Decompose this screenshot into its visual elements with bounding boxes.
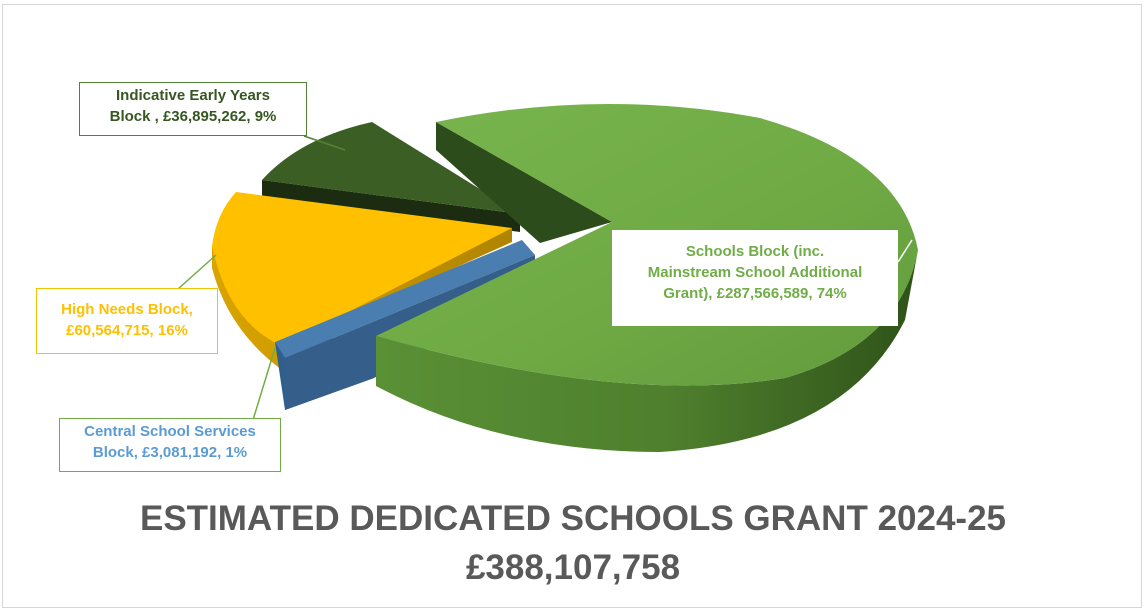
slice-schools-side <box>376 250 918 452</box>
slice-schools-inner <box>436 122 612 243</box>
slice-early-years-top <box>262 122 520 214</box>
data-label-high-needs: High Needs Block, £60,564,715, 16% <box>36 288 218 354</box>
chart-subtitle: £388,107,758 <box>465 548 681 587</box>
leader-high-needs <box>177 254 217 290</box>
leader-central <box>252 347 276 421</box>
data-label-early-years: Indicative Early Years Block , £36,895,2… <box>79 82 307 136</box>
slice-high-needs <box>212 192 512 370</box>
chart-title-block: ESTIMATED DEDICATED SCHOOLS GRANT 2024-2… <box>0 494 1146 592</box>
slice-early-years <box>262 122 520 232</box>
data-label-central: Central School Services Block, £3,081,19… <box>59 418 281 472</box>
leader-lines <box>177 135 913 421</box>
chart-title: ESTIMATED DEDICATED SCHOOLS GRANT 2024-2… <box>139 499 1007 538</box>
leader-schools <box>897 239 913 263</box>
data-label-schools: Schools Block (inc. Mainstream School Ad… <box>612 230 898 326</box>
slice-early-years-side <box>262 180 520 232</box>
slice-central-top <box>275 240 535 358</box>
slice-high-needs-top <box>212 192 512 346</box>
leader-early-years <box>303 135 346 151</box>
